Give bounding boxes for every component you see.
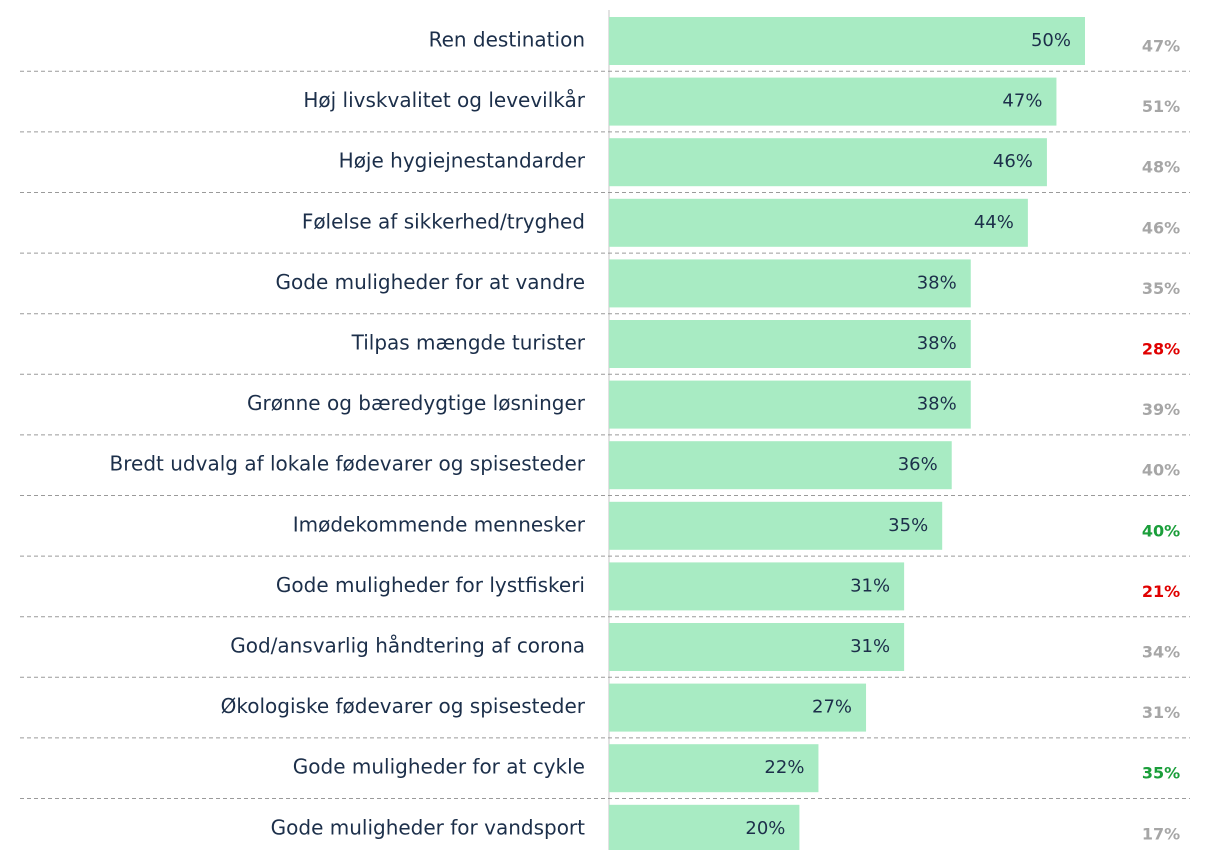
value-label: 27% xyxy=(812,697,852,718)
bar xyxy=(609,562,905,611)
comparison-label: 35% xyxy=(1142,764,1180,783)
comparison-label: 28% xyxy=(1142,340,1180,359)
category-label: Bredt udvalg af lokale fødevarer og spis… xyxy=(110,452,586,476)
bar xyxy=(609,683,867,732)
value-label: 31% xyxy=(850,575,890,596)
bar xyxy=(609,441,952,490)
comparison-label: 46% xyxy=(1142,218,1180,237)
category-label: Gode muligheder for vandsport xyxy=(271,815,586,839)
value-label: 47% xyxy=(1002,91,1042,112)
comparison-label: 39% xyxy=(1142,400,1180,419)
bar xyxy=(609,501,943,550)
category-label: Gode muligheder for at cykle xyxy=(293,755,585,779)
bar xyxy=(609,623,905,671)
value-label: 22% xyxy=(764,757,804,778)
category-label: Gode muligheder for lystfiskeri xyxy=(276,573,585,597)
bar xyxy=(609,138,1047,187)
comparison-label: 31% xyxy=(1142,703,1180,722)
value-label: 50% xyxy=(1031,30,1071,51)
value-label: 44% xyxy=(974,212,1014,233)
comparison-label: 40% xyxy=(1142,461,1180,480)
value-label: 36% xyxy=(898,454,938,475)
value-label: 20% xyxy=(745,818,785,839)
value-label: 31% xyxy=(850,636,890,657)
category-label: Høj livskvalitet og levevilkår xyxy=(303,88,585,112)
category-label: God/ansvarlig håndtering af corona xyxy=(230,634,585,658)
value-label: 35% xyxy=(888,515,928,536)
value-label: 38% xyxy=(917,333,957,354)
bar xyxy=(609,77,1057,126)
comparison-label: 17% xyxy=(1142,824,1180,843)
comparison-label: 47% xyxy=(1142,37,1180,56)
category-label: Grønne og bæredygtige løsninger xyxy=(247,391,586,415)
comparison-label: 21% xyxy=(1142,582,1180,601)
value-label: 46% xyxy=(993,151,1033,172)
bar xyxy=(609,17,1085,65)
category-label: Gode muligheder for at vandre xyxy=(276,270,585,294)
value-label: 38% xyxy=(917,272,957,293)
category-label: Høje hygiejnestandarder xyxy=(339,149,586,173)
comparison-label: 35% xyxy=(1142,279,1180,298)
comparison-label: 48% xyxy=(1142,158,1180,177)
bar xyxy=(609,744,819,793)
category-label: Tilpas mængde turister xyxy=(351,331,586,355)
comparison-label: 34% xyxy=(1142,643,1180,662)
category-label: Imødekommende mennesker xyxy=(293,512,586,536)
bar xyxy=(609,380,971,429)
bar xyxy=(609,320,971,368)
value-label: 38% xyxy=(917,394,957,415)
category-label: Følelse af sikkerhed/tryghed xyxy=(302,209,585,233)
category-label: Økologiske fødevarer og spisesteder xyxy=(221,694,586,718)
category-label: Ren destination xyxy=(429,28,585,52)
bar xyxy=(609,198,1028,247)
bar xyxy=(609,259,971,308)
bar xyxy=(609,804,800,850)
comparison-label: 40% xyxy=(1142,521,1180,540)
comparison-label: 51% xyxy=(1142,97,1180,116)
